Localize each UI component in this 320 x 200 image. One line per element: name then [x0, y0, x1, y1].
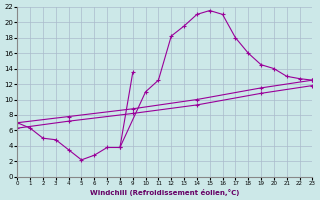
X-axis label: Windchill (Refroidissement éolien,°C): Windchill (Refroidissement éolien,°C)	[90, 189, 240, 196]
